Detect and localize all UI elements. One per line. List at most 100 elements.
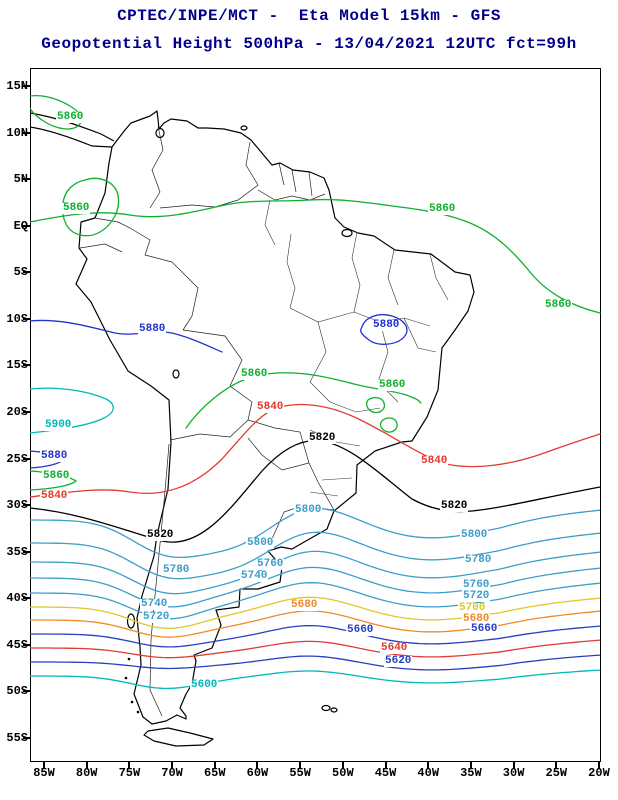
contour-label-5720: 5720 [462,590,491,602]
contour-5620 [30,654,601,671]
contour-5640 [30,639,601,659]
lat-tick-label: 15S [6,358,28,373]
lat-tick-mark [23,364,30,367]
contour-5820-main [30,439,601,543]
contour-label-5860: 5860 [378,379,407,391]
contour-5740 [30,566,601,608]
lon-tick-mark [597,762,600,769]
lon-tick-mark [469,762,472,769]
central-america-coast [30,126,113,148]
contour-5860-south [185,372,422,429]
contour-label-5720: 5720 [142,611,171,623]
contour-5760 [30,550,601,595]
chart-title-line2: Geopotential Height 500hPa - 13/04/2021 … [41,35,577,53]
contour-5880-west [30,319,223,353]
lat-tick-label: EQ [13,218,28,233]
contour-label-5860: 5860 [56,111,85,123]
tierra-del-fuego [143,727,214,747]
contour-label-5860: 5860 [428,203,457,215]
lat-tick-label: 10N [6,125,28,140]
contour-lines-band [30,507,601,690]
lat-tick-label: 30S [6,498,28,513]
lon-tick-mark [85,762,88,769]
contour-label-5820: 5820 [440,500,469,512]
lon-tick-mark [427,762,430,769]
lon-tick-label: 60W [246,766,269,780]
lon-tick-mark [341,762,344,769]
lake-maracaibo [155,127,165,139]
lat-tick-mark [23,85,30,87]
lat-tick-mark [23,504,30,507]
contour-label-5860: 5860 [544,299,573,311]
contour-label-5800: 5800 [460,529,489,541]
lat-tick-label: 55S [6,730,28,745]
contour-label-5660: 5660 [470,623,499,635]
lat-tick-mark [23,224,30,227]
lat-tick-label: 50S [6,684,28,699]
brazil-state-borders [264,199,449,497]
lon-tick-label: 20W [588,766,610,780]
map-frame [30,68,601,762]
lon-tick-label: 85W [33,766,55,780]
lon-tick-mark [213,762,216,769]
lon-tick-mark [384,762,387,769]
contour-5860-north [30,198,601,314]
lon-tick-label: 35W [460,766,482,780]
contour-5780 [30,531,601,580]
contour-label-5820: 5820 [308,432,337,444]
contour-label-5840: 5840 [256,401,285,413]
contour-label-5820: 5820 [146,529,175,541]
contour-5860-small-loop-1 [366,396,386,414]
lon-tick-mark [555,762,558,769]
falkland-islands-east [330,707,338,713]
lon-tick-mark [256,762,259,769]
contour-label-5880: 5880 [40,450,69,462]
contour-label-5600: 5600 [190,679,219,691]
central-america-coast-north [30,112,115,142]
lon-tick-label: 80W [75,766,98,780]
lon-tick-label: 70W [161,766,183,780]
lat-tick-label: 35S [6,544,28,559]
contour-label-5840: 5840 [420,455,449,467]
contour-5660 [30,624,601,648]
lat-tick-label: 25S [6,451,28,466]
lat-tick-label: 15N [6,79,28,93]
contour-label-5840: 5840 [40,490,69,502]
contour-label-5680: 5680 [462,613,491,625]
contour-label-5860: 5860 [62,202,91,214]
lat-tick-mark [23,410,30,413]
lon-tick-label: 55W [289,766,311,780]
contour-label-5760: 5760 [256,558,285,570]
lon-tick-label: 25W [545,766,568,780]
lat-tick-label: 20S [6,404,28,419]
lon-tick-label: 30W [502,766,525,780]
south-america-coastline [75,110,475,725]
lat-tick-mark [23,271,30,274]
patagonian-islets [124,657,140,714]
contour-5840-main [30,403,601,498]
lon-tick-label: 50W [332,766,354,780]
lake-titicaca [172,369,180,379]
lat-tick-mark [23,178,30,181]
contour-label-5900: 5900 [44,419,73,431]
contour-label-5800: 5800 [294,504,323,516]
lon-tick-label: 75W [118,766,141,780]
lon-tick-mark [512,762,515,769]
contour-label-5880: 5880 [138,323,167,335]
contour-label-5860: 5860 [240,368,269,380]
lon-tick-label: 65W [203,766,226,780]
lon-tick-mark [128,762,131,769]
trinidad-island [240,125,248,131]
contour-5880-closed-east [360,313,408,345]
contour-label-5740: 5740 [140,598,169,610]
country-borders [79,125,335,717]
lat-tick-mark [23,597,30,600]
lon-tick-mark [299,762,302,769]
contour-label-5760: 5760 [462,579,491,591]
lat-tick-label: 5N [13,172,28,187]
contour-label-5620: 5620 [384,655,413,667]
contour-5860-nw-hook [30,94,82,130]
contour-label-5640: 5640 [380,642,409,654]
